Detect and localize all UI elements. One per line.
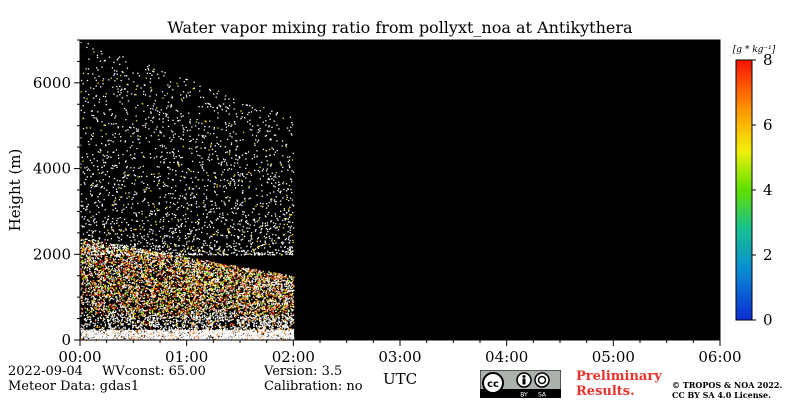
copyright-line-1: © TROPOS & NOA 2022. xyxy=(672,380,783,390)
colorbar-ticks: 0 2 4 6 8 xyxy=(752,51,773,329)
x-tick-label: 02:00 xyxy=(272,348,315,366)
preliminary-results: Preliminary Results. xyxy=(576,369,662,399)
copyright-line-2: CC BY SA 4.0 License. xyxy=(672,390,771,400)
y-tick-label: 6000 xyxy=(33,74,71,92)
preliminary-line-1: Preliminary xyxy=(576,369,662,384)
colorbar-tick-label: 2 xyxy=(763,246,773,264)
x-tick-label: 01:00 xyxy=(165,348,208,366)
cc-icon-label: cc xyxy=(487,379,499,390)
copyright-notice: © TROPOS & NOA 2022. CC BY SA 4.0 Licens… xyxy=(672,380,782,400)
x-tick-label: 03:00 xyxy=(378,348,421,366)
share-alike-icon xyxy=(534,372,550,388)
sa-label: SA xyxy=(538,392,547,399)
footer-meteor: Meteor Data: gdas1 xyxy=(8,379,140,394)
preliminary-line-2: Results. xyxy=(576,384,635,399)
y-axis-label: Height (m) xyxy=(6,149,24,232)
x-axis-label: UTC xyxy=(383,370,417,388)
x-tick-label: 05:00 xyxy=(592,348,635,366)
colorbar-tick-label: 4 xyxy=(763,181,773,199)
chart-title: Water vapor mixing ratio from pollyxt_no… xyxy=(167,18,633,37)
y-tick-label: 2000 xyxy=(33,245,71,263)
colorbar xyxy=(735,59,753,321)
y-tick-label: 0 xyxy=(61,331,71,349)
x-axis: 00:00 01:00 02:00 03:00 04:00 05:00 06:00 xyxy=(58,340,742,366)
x-tick-label: 00:00 xyxy=(58,348,101,366)
cc-license-badge: cc BY SA xyxy=(480,370,561,398)
cc-icon xyxy=(482,372,504,394)
footer-date: 2022-09-04 xyxy=(8,364,83,379)
y-tick-label: 4000 xyxy=(33,160,71,178)
colorbar-unit-label: [g * kg⁻¹] xyxy=(733,45,776,55)
colorbar-tick-label: 6 xyxy=(763,116,773,134)
footer-version: Version: 3.5 xyxy=(264,364,343,379)
by-label: BY xyxy=(520,392,528,399)
y-axis: 0 2000 4000 6000 xyxy=(33,39,80,349)
x-tick-label: 06:00 xyxy=(698,348,741,366)
colorbar-tick-label: 0 xyxy=(763,311,773,329)
colorbar-tick-label: 8 xyxy=(763,51,773,69)
x-tick-label: 04:00 xyxy=(485,348,528,366)
footer-wvconst: WVconst: 65.00 xyxy=(102,364,206,379)
footer-calibration: Calibration: no xyxy=(264,379,363,394)
